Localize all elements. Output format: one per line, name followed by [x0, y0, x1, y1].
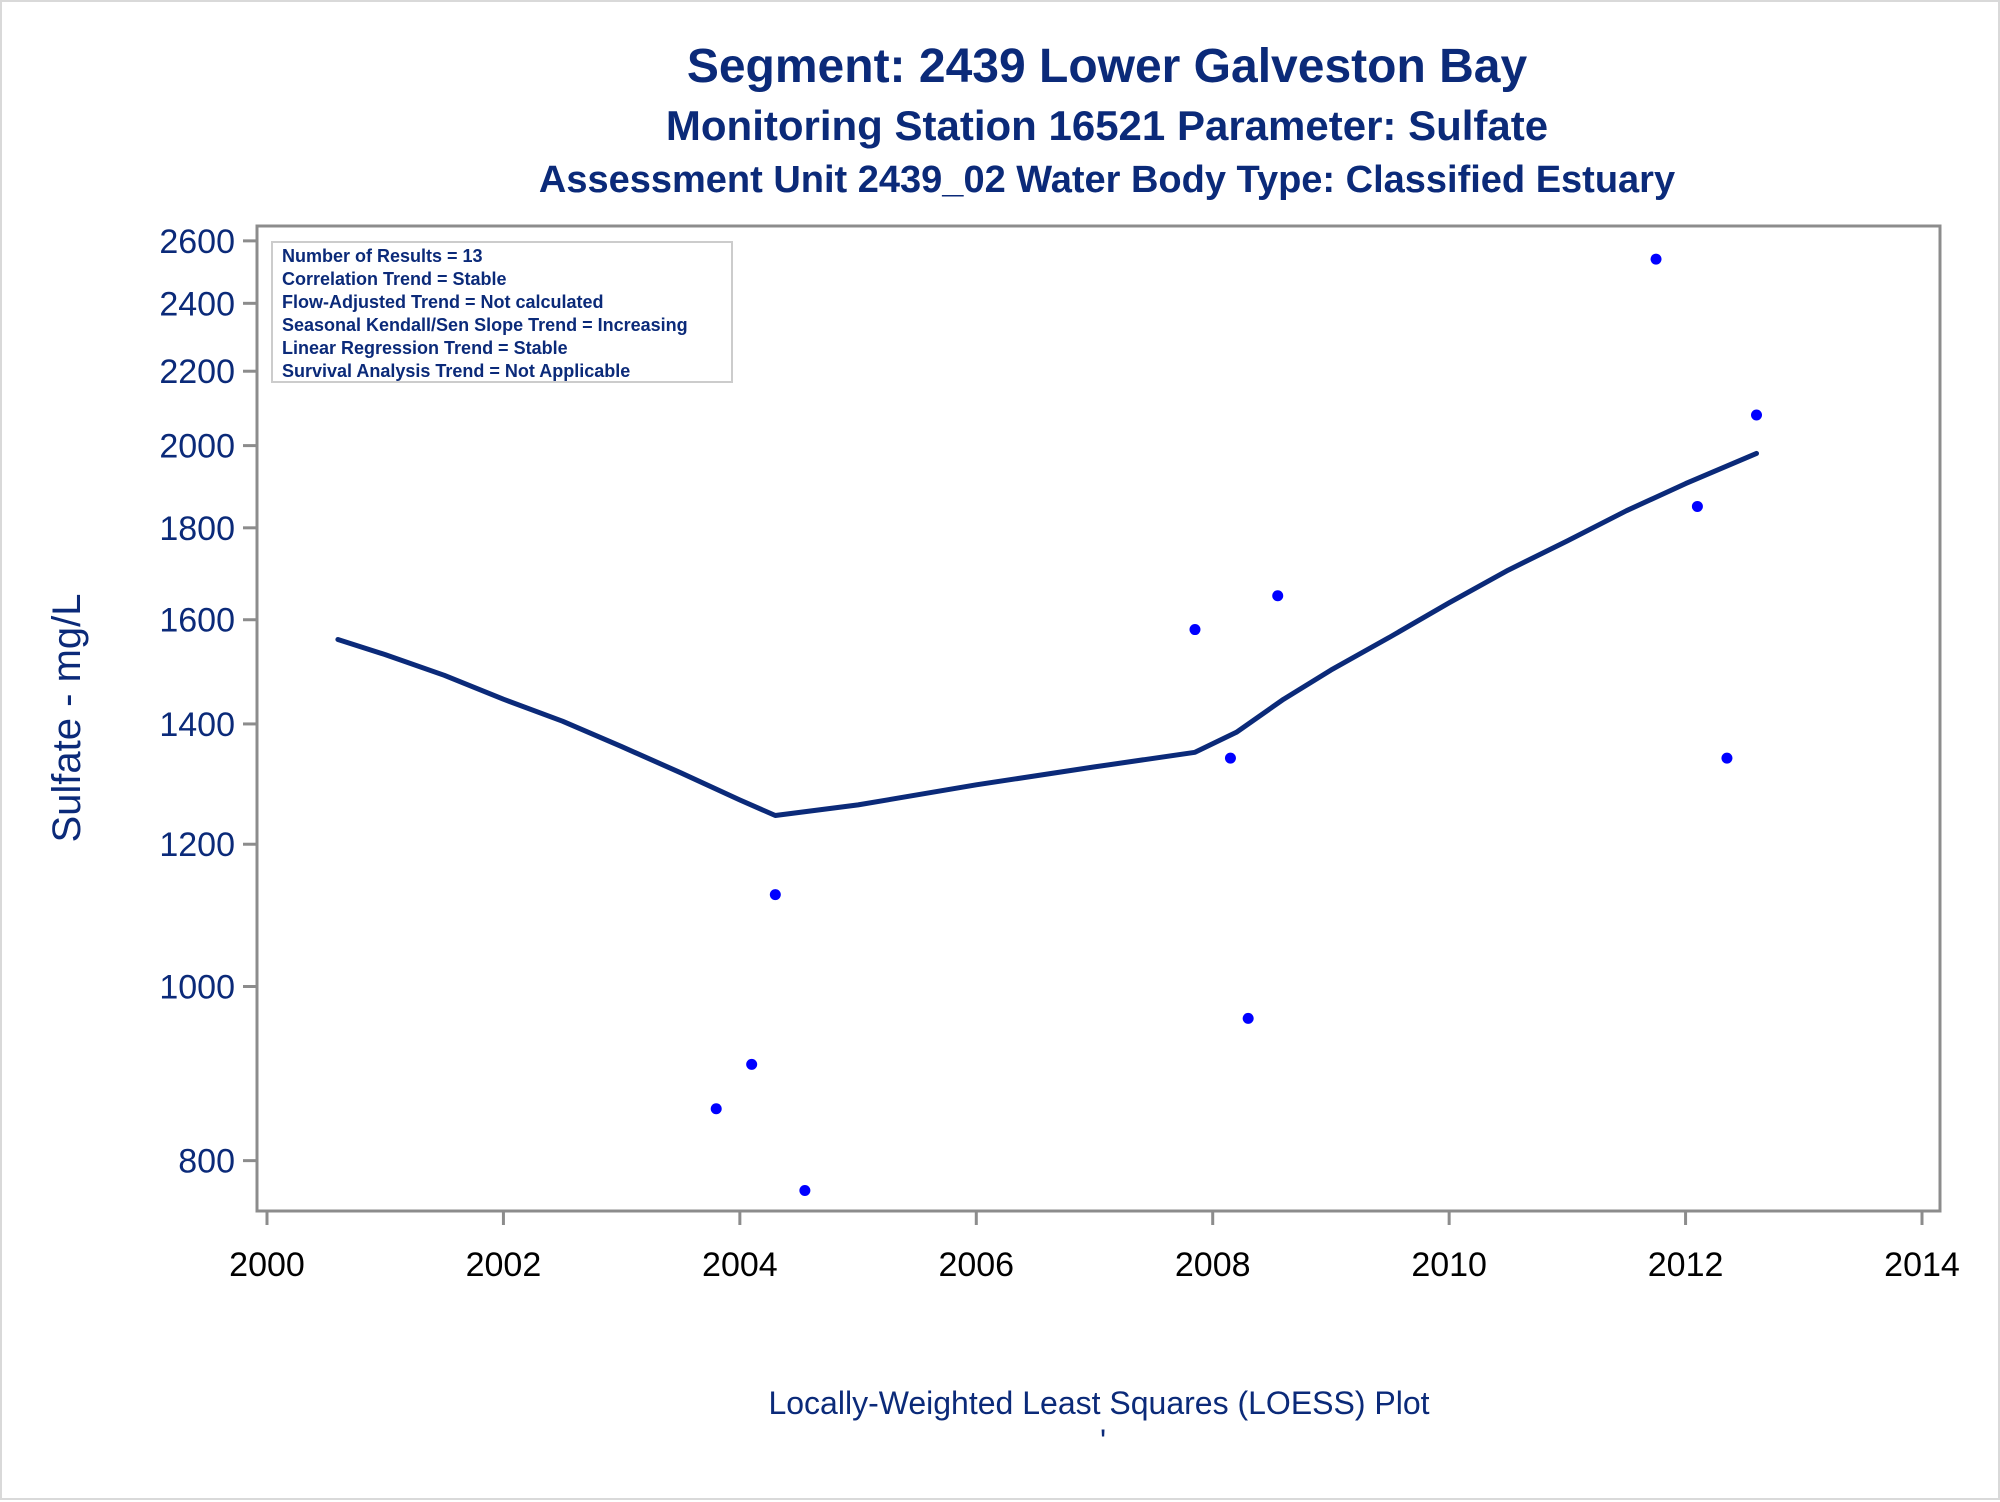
y-tick-label: 1600 — [159, 602, 235, 640]
annotation-correlation-trend: Correlation Trend = Stable — [282, 269, 507, 289]
x-tick-label: 2004 — [702, 1246, 778, 1284]
data-point — [1272, 590, 1284, 602]
trend-summary-box: Number of Results = 13 Correlation Trend… — [271, 241, 733, 383]
data-point — [1691, 500, 1703, 512]
y-tick-label: 1200 — [159, 826, 235, 864]
x-tick-label: 2002 — [466, 1246, 542, 1284]
x-tick-label: 2008 — [1175, 1246, 1251, 1284]
chart-title: Segment: 2439 Lower Galveston Bay — [687, 40, 1528, 93]
y-axis: 800 1000 1200 1400 1600 1800 2000 2200 2400 2600 — [159, 223, 257, 1181]
data-point — [769, 889, 781, 901]
y-tick-label: 2000 — [159, 428, 235, 466]
annotation-results-count: Number of Results = 13 — [282, 246, 483, 266]
data-point — [1721, 752, 1733, 764]
y-axis-label: Sulfate - mg/L — [45, 593, 89, 842]
y-tick-label: 2600 — [159, 223, 235, 261]
y-tick-label: 2200 — [159, 353, 235, 391]
plot-area — [255, 224, 1942, 1213]
data-point — [746, 1058, 758, 1070]
chart-subtitle-station: Monitoring Station 16521 Parameter: Sulf… — [666, 102, 1548, 149]
data-point — [799, 1184, 811, 1196]
y-tick-label: 800 — [178, 1143, 235, 1181]
chart-subtitle-assessment: Assessment Unit 2439_02 Water Body Type:… — [539, 159, 1675, 201]
trend-summary-border — [271, 241, 733, 383]
y-tick-label: 1400 — [159, 706, 235, 744]
annotation-survival-analysis-trend: Survival Analysis Trend = Not Applicable — [282, 361, 630, 381]
data-point — [1224, 752, 1236, 764]
x-axis: 2000 2002 2004 2006 2008 2010 2012 2014 — [229, 1211, 1960, 1284]
chart-footnote: Locally-Weighted Least Squares (LOESS) P… — [768, 1385, 1429, 1421]
loess-layer — [335, 450, 1759, 818]
x-tick-label: 2012 — [1648, 1246, 1724, 1284]
data-point — [1650, 253, 1662, 265]
annotation-seasonal-kendall-trend: Seasonal Kendall/Sen Slope Trend = Incre… — [282, 315, 688, 335]
y-tick-label: 1800 — [159, 510, 235, 548]
footnote-mark: ' — [1100, 1423, 1106, 1459]
x-tick-label: 2006 — [938, 1246, 1014, 1284]
x-tick-label: 2000 — [229, 1246, 305, 1284]
y-tick-label: 2400 — [159, 285, 235, 323]
data-point — [1189, 624, 1201, 636]
x-tick-label: 2010 — [1411, 1246, 1487, 1284]
y-tick-label: 1000 — [159, 969, 235, 1007]
annotation-linear-regression-trend: Linear Regression Trend = Stable — [282, 338, 568, 358]
data-point — [1242, 1012, 1254, 1024]
points-layer — [332, 253, 1762, 1196]
loess-line — [335, 450, 1759, 818]
x-tick-label: 2014 — [1884, 1246, 1960, 1284]
data-point — [710, 1103, 722, 1115]
annotation-flow-adjusted-trend: Flow-Adjusted Trend = Not calculated — [282, 292, 604, 312]
data-point — [1751, 409, 1762, 421]
